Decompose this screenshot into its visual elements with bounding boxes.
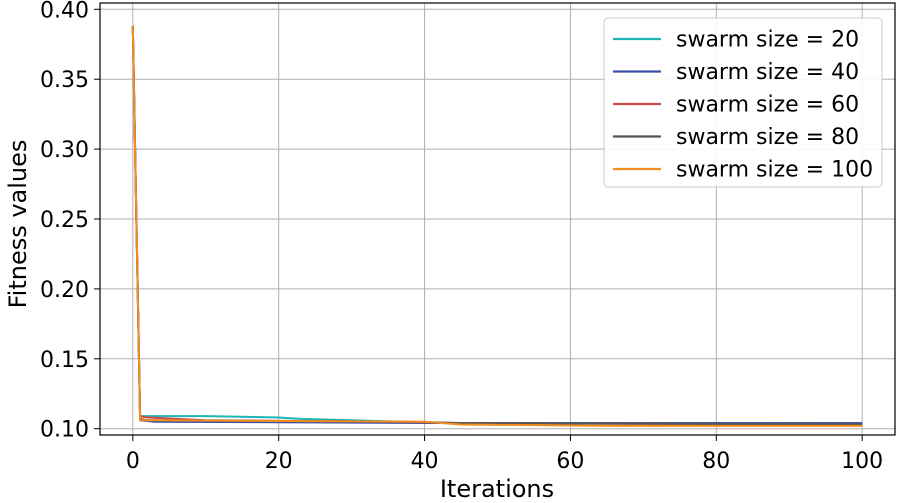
x-tick-label: 100: [841, 449, 883, 474]
y-tick-label: 0.40: [40, 0, 89, 23]
x-tick-label: 80: [702, 449, 730, 474]
x-tick-label: 20: [265, 449, 293, 474]
y-tick-label: 0.30: [40, 138, 89, 163]
legend-label: swarm size = 20: [676, 28, 859, 53]
series-lines: [131, 26, 863, 427]
y-tick-label: 0.15: [40, 348, 89, 373]
legend: swarm size = 20 swarm size = 40 swarm size…: [603, 17, 883, 188]
x-axis-ticks: 0 20 40 60 80 100: [126, 435, 883, 474]
y-tick-label: 0.10: [40, 418, 89, 443]
y-tick-label: 0.20: [40, 278, 89, 303]
x-tick-label: 40: [411, 449, 439, 474]
legend-box: [603, 17, 883, 188]
y-tick-label: 0.25: [40, 208, 89, 233]
legend-label: swarm size = 60: [676, 93, 859, 118]
y-axis-ticks: 0.10 0.15 0.20 0.25 0.30 0.35 0.40: [40, 0, 100, 443]
x-tick-label: 0: [126, 449, 140, 474]
x-tick-label: 60: [556, 449, 584, 474]
y-axis-label: Fitness values: [4, 140, 32, 309]
series-line-5: [131, 26, 863, 427]
legend-label: swarm size = 80: [676, 125, 859, 150]
legend-label: swarm size = 100: [676, 158, 873, 183]
legend-label: swarm size = 40: [676, 60, 859, 85]
y-tick-label: 0.35: [40, 68, 89, 93]
x-axis-label: Iterations: [440, 475, 554, 503]
